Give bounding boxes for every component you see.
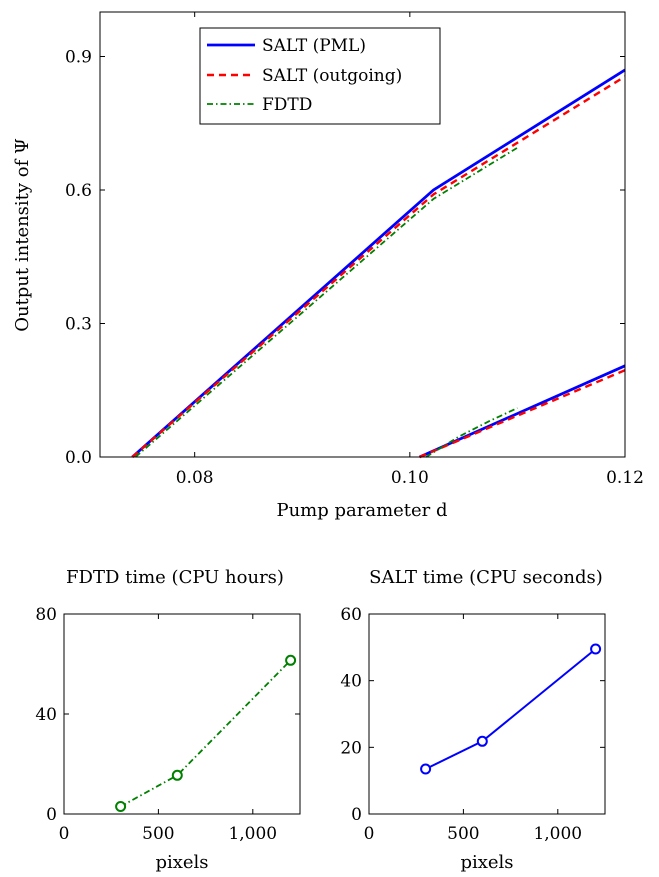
legend-label-salt-pml: SALT (PML) [262, 36, 366, 56]
fdtd-series-line [120, 659, 292, 808]
fdtd-x-tick-label: 1,000 [228, 824, 277, 844]
salt-time-chart: SALT time (CPU seconds) 0 500 1,000 0 20 40 60… [340, 567, 606, 873]
salt-data-point [590, 643, 602, 655]
fdtd-x-tick-label: 0 [59, 824, 70, 844]
main-chart: 0.08 0.10 0.12 0.0 0.3 0.6 0.9 Pump parameter … [12, 11, 644, 521]
main-y-tick-label: 0.0 [65, 448, 92, 468]
salt-x-tick-label: 500 [447, 824, 479, 844]
main-plot-frame [99, 11, 626, 458]
salt-x-tick-label: 0 [364, 824, 375, 844]
main-y-tick-label: 0.9 [65, 48, 92, 68]
fdtd-y-tick-label: 0 [46, 805, 57, 825]
salt-chart-title: SALT time (CPU seconds) [369, 567, 603, 588]
salt-y-tick-label: 0 [351, 805, 362, 825]
main-y-tick-label: 0.3 [65, 315, 92, 335]
salt-y-tick-label: 20 [340, 738, 362, 758]
fdtd-data-point [115, 801, 127, 812]
salt-y-tick-label: 40 [340, 672, 362, 692]
salt-data-point [476, 735, 488, 747]
series-fdtd-line-2 [425, 407, 518, 458]
salt-x-axis-label: pixels [460, 852, 513, 873]
salt-x-tick-label: 1,000 [533, 824, 582, 844]
fdtd-y-tick-label: 80 [35, 605, 57, 625]
salt-y-tick-label: 60 [340, 605, 362, 625]
series-salt-outgoing-line-1 [131, 75, 626, 458]
fdtd-time-chart: FDTD time (CPU hours) 0 500 1,000 0 40 80 pix… [35, 567, 301, 873]
fdtd-data-point [171, 769, 183, 781]
fdtd-x-axis-label: pixels [155, 852, 208, 873]
salt-data-point [420, 763, 432, 775]
main-x-tick-label: 0.08 [176, 468, 214, 488]
fdtd-x-tick-label: 500 [142, 824, 174, 844]
fdtd-chart-title: FDTD time (CPU hours) [66, 567, 284, 588]
main-x-tick-label: 0.12 [606, 468, 644, 488]
main-x-axis-label: Pump parameter d [276, 500, 447, 521]
main-x-tick-label: 0.10 [391, 468, 429, 488]
legend: SALT (PML) SALT (outgoing) FDTD [199, 27, 441, 125]
fdtd-y-tick-label: 40 [35, 705, 57, 725]
series-salt-pml-line-2 [418, 364, 626, 459]
legend-label-salt-outgoing: SALT (outgoing) [262, 66, 402, 86]
fdtd-plot-frame [63, 613, 301, 815]
series-fdtd-line-1 [134, 146, 518, 458]
main-y-axis-label: Output intensity of Ψ [12, 138, 33, 332]
salt-series-line [425, 648, 597, 770]
fdtd-data-point [285, 654, 297, 666]
series-salt-outgoing-line-2 [419, 369, 626, 459]
legend-label-fdtd: FDTD [262, 95, 312, 115]
salt-plot-frame [368, 613, 606, 815]
main-y-tick-label: 0.6 [65, 181, 92, 201]
